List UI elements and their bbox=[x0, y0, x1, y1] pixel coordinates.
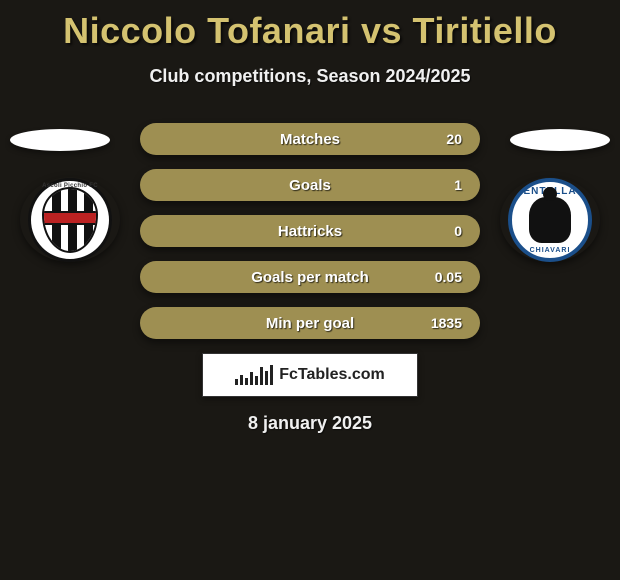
right-club-sublabel: CHIAVARI bbox=[512, 247, 588, 254]
stat-pill: Goals 1 bbox=[140, 169, 480, 201]
stat-label: Matches bbox=[280, 131, 340, 148]
stat-row: Hattricks 0 bbox=[140, 215, 480, 247]
fctables-logo[interactable]: FcTables.com bbox=[202, 353, 418, 397]
stat-label: Goals per match bbox=[251, 269, 369, 286]
stat-row: Goals per match 0.05 bbox=[140, 261, 480, 293]
fctables-logo-text: FcTables.com bbox=[279, 366, 385, 384]
subtitle: Club competitions, Season 2024/2025 bbox=[0, 66, 620, 87]
page-title: Niccolo Tofanari vs Tiritiello bbox=[0, 0, 620, 52]
left-player-ellipse bbox=[10, 129, 110, 151]
stat-pill: Hattricks 0 bbox=[140, 215, 480, 247]
stat-label: Min per goal bbox=[266, 315, 354, 332]
stat-row: Goals 1 bbox=[140, 169, 480, 201]
fctables-bars-icon bbox=[235, 365, 273, 385]
stat-value-right: 0 bbox=[454, 223, 462, 239]
right-player-ellipse bbox=[510, 129, 610, 151]
stat-value-right: 1 bbox=[454, 177, 462, 193]
entella-crest-icon: ENTELLACHIAVARI bbox=[508, 178, 592, 262]
stat-pill: Goals per match 0.05 bbox=[140, 261, 480, 293]
ascoli-crest-icon: Ascoli Picchio FC bbox=[28, 178, 112, 262]
comparison-area: Ascoli Picchio FC ENTELLACHIAVARI Matches 2… bbox=[0, 117, 620, 457]
stat-value-right: 20 bbox=[446, 131, 462, 147]
stat-value-right: 1835 bbox=[431, 315, 462, 331]
stat-row: Min per goal 1835 bbox=[140, 307, 480, 339]
stat-pill: Min per goal 1835 bbox=[140, 307, 480, 339]
left-club-badge: Ascoli Picchio FC bbox=[20, 177, 120, 262]
right-club-badge: ENTELLACHIAVARI bbox=[500, 177, 600, 262]
stat-label: Goals bbox=[289, 177, 331, 194]
stat-value-right: 0.05 bbox=[435, 269, 462, 285]
stat-pill: Matches 20 bbox=[140, 123, 480, 155]
stat-row: Matches 20 bbox=[140, 123, 480, 155]
stat-label: Hattricks bbox=[278, 223, 342, 240]
generation-date: 8 january 2025 bbox=[0, 413, 620, 434]
